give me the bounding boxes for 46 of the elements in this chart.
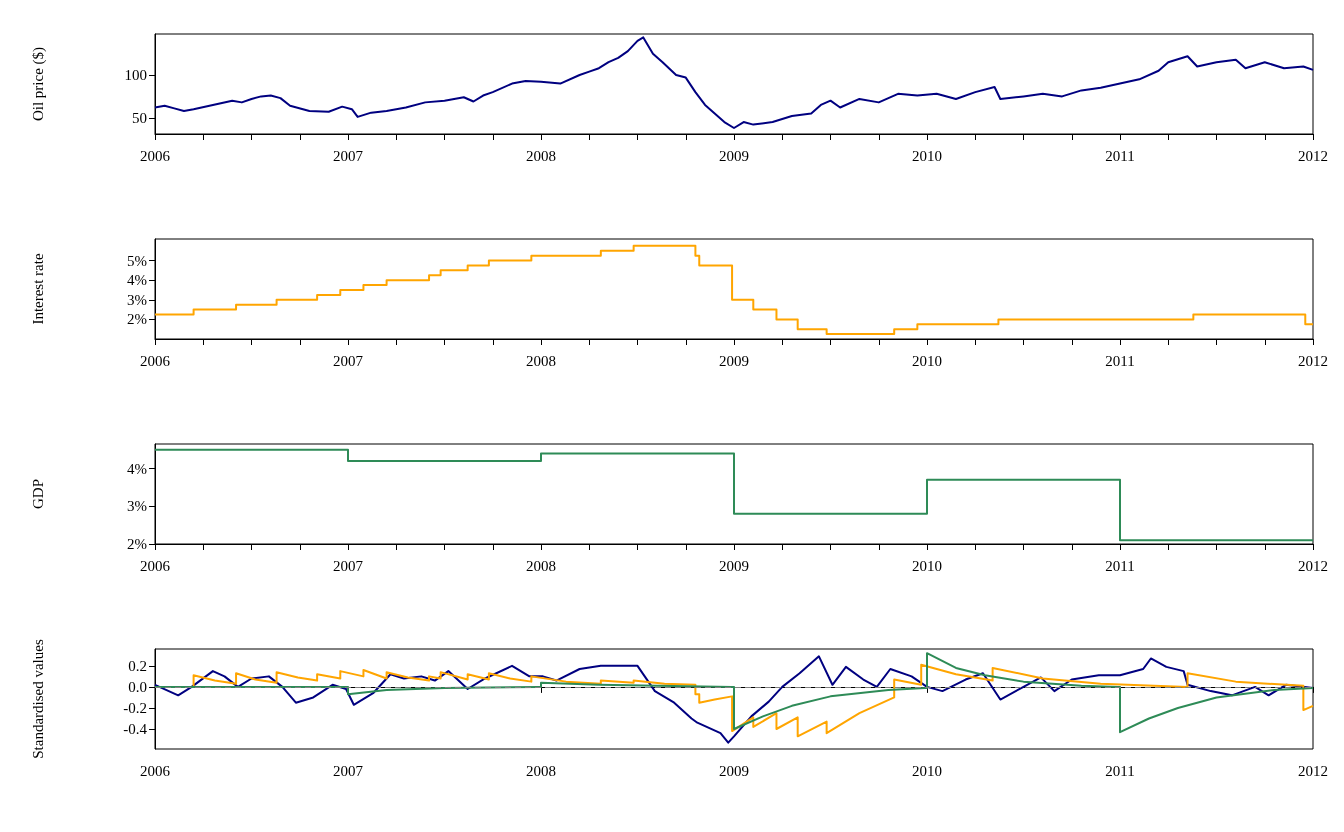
x-tick-label: 2011: [1105, 557, 1135, 574]
y-tick-label: 50: [132, 109, 147, 126]
y-tick-label: 2%: [127, 536, 147, 552]
x-tick-label: 2006: [140, 147, 171, 164]
x-tick-label: 2010: [912, 147, 942, 164]
x-tick-label: 2009: [719, 557, 749, 574]
y-tick-label: 3%: [127, 291, 147, 308]
y-tick-label: 100: [124, 67, 147, 84]
x-tick-label: 2011: [1105, 352, 1135, 369]
y-tick-label: -0.4: [123, 721, 148, 737]
x-tick-label: 2008: [526, 352, 556, 369]
y-axis-title: GDP: [29, 478, 46, 510]
x-tick-label: 2012: [1298, 352, 1328, 369]
x-tick-label: 2006: [140, 762, 171, 779]
x-tick-label: 2007: [333, 762, 364, 779]
y-axis-title: Interest rate: [29, 253, 46, 325]
y-tick-label: 4%: [127, 272, 147, 289]
y-axis-title: Oil price ($): [29, 46, 47, 122]
y-axis-title: Standardised values: [29, 639, 46, 759]
x-tick-label: 2006: [140, 352, 171, 369]
x-tick-label: 2007: [333, 557, 364, 574]
x-tick-label: 2008: [526, 762, 556, 779]
x-tick-label: 2010: [912, 352, 942, 369]
x-tick-label: 2010: [912, 557, 942, 574]
x-tick-label: 2008: [526, 557, 556, 574]
x-tick-label: 2006: [140, 557, 171, 574]
x-tick-label: 2012: [1298, 557, 1328, 574]
x-tick-label: 2009: [719, 147, 749, 164]
x-tick-label: 2007: [333, 147, 364, 164]
y-tick-label: 0.0: [128, 678, 147, 695]
y-tick-label: 4%: [127, 460, 147, 477]
x-tick-label: 2012: [1298, 147, 1328, 164]
y-tick-label: 2%: [127, 311, 147, 328]
y-tick-label: 0.2: [128, 657, 147, 674]
x-tick-label: 2008: [526, 147, 556, 164]
y-tick-label: 5%: [127, 252, 147, 269]
x-tick-label: 2009: [719, 352, 749, 369]
x-tick-label: 2007: [333, 352, 364, 369]
x-tick-label: 2009: [719, 762, 749, 779]
x-tick-label: 2012: [1298, 762, 1328, 779]
x-tick-label: 2010: [912, 762, 942, 779]
line-series: [154, 36, 1314, 130]
x-tick-label: 2011: [1105, 762, 1135, 779]
x-tick-label: 2011: [1105, 147, 1135, 164]
y-tick-label: 3%: [127, 498, 147, 515]
y-tick-label: -0.2: [123, 699, 147, 716]
